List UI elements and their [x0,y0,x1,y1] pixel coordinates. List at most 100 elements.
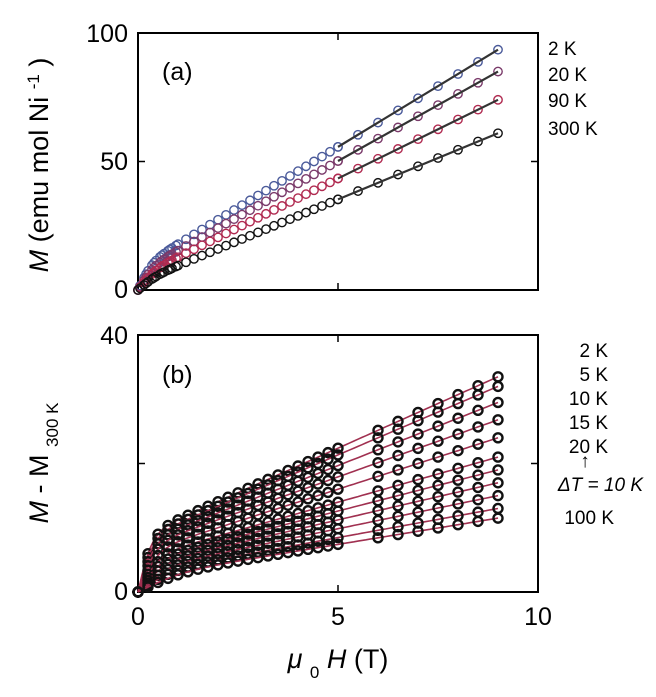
marker-b-9 [292,539,304,551]
marker-b-10 [212,559,224,571]
marker-b-6 [412,484,424,497]
marker-b-5 [252,519,264,531]
marker-90K [269,204,279,215]
marker-90K [433,124,443,135]
marker-b-8 [272,535,284,547]
marker-b-6 [242,528,254,540]
marker-b-1 [202,504,214,517]
marker-90K [301,189,311,200]
marker-90K [317,181,327,192]
marker-b-3 [332,471,344,483]
marker-b-1 [322,453,334,465]
marker-b-6 [172,548,184,560]
marker-b-7 [202,544,214,557]
marker-b-2 [232,499,244,511]
marker-b-4 [322,486,334,499]
marker-b-8 [242,541,254,554]
legend-b-deltaT: ΔT = 10 K [557,475,644,496]
marker-b-10 [292,545,304,557]
marker-b-6 [182,544,194,557]
ylabel-a-main: M [24,249,54,272]
marker-300K [309,204,319,215]
marker-b-3 [372,456,384,469]
marker-b-3 [412,442,424,455]
marker-b-3 [292,485,304,497]
marker-b-6 [252,525,264,538]
marker-b-1 [212,500,224,513]
panel-a: (a) 100 50 0 M (emu mol Ni -1 ) 2 K 20 K… [24,20,598,304]
marker-b-7 [392,500,404,512]
marker-90K [277,201,287,211]
marker-20K [333,156,343,166]
ylabel-a-sup: -1 [24,74,43,89]
ylabel-a-rest: (emu mol Ni [24,97,54,243]
marker-2K [171,240,181,251]
panel-b-series [132,371,504,598]
marker-b-8 [212,548,224,560]
panel-b: (b) 40 0 0 5 10 M - M 300 K μ 0 H (T) 2 … [24,322,644,682]
marker-b-7 [452,486,464,498]
marker-b-6 [492,464,504,476]
marker-2K [221,209,231,220]
ytick-a-0: 0 [114,276,128,304]
marker-b-3 [492,414,504,426]
marker-90K [309,185,319,196]
xlabel-sub: 0 [310,663,319,682]
marker-90K [325,177,335,188]
marker-b-1 [332,449,344,461]
marker-b-3 [452,428,464,440]
marker-20K [269,191,279,202]
marker-90K [473,104,483,115]
marker-90K [493,94,503,105]
marker-b-8 [282,533,294,545]
marker-b-9 [272,542,284,555]
marker-b-7 [272,528,284,540]
ylabel-b-sub: 300 K [43,402,62,447]
marker-20K [293,178,303,189]
marker-20K [245,205,255,216]
marker-b-4 [152,549,164,562]
panel-b-legend: 2 K 5 K 10 K 15 K 20 K ↑ ΔT = 10 K 100 K [557,341,644,529]
marker-20K [453,89,463,99]
marker-b-10 [432,522,444,534]
marker-b-2 [192,515,204,527]
marker-2K [453,69,463,79]
marker-2K [301,161,311,172]
marker-b-9 [282,541,294,553]
marker-b-2 [312,467,324,480]
marker-90K [237,220,247,231]
marker-20K [229,214,239,225]
marker-b-8 [202,550,214,562]
marker-90K [393,144,403,154]
marker-b-8 [252,539,264,552]
marker-b-5 [492,451,504,463]
marker-2K [285,171,295,181]
marker-300K [253,227,263,238]
marker-b-5 [192,536,204,548]
marker-b-0 [322,446,334,459]
marker-20K [393,122,403,133]
marker-b-1 [412,414,424,427]
marker-b-9 [262,544,274,557]
ylabel-b-rest: - M [24,454,54,493]
marker-b-7 [262,530,274,542]
marker-b-9 [302,537,314,549]
marker-90K [229,224,239,235]
marker-b-10 [252,551,264,564]
marker-b-1 [242,487,254,500]
marker-b-7 [412,495,424,508]
marker-300K [453,144,463,155]
marker-b-9 [372,524,384,537]
marker-20K [285,182,295,193]
marker-b-4 [412,457,424,470]
marker-b-7 [472,481,484,494]
marker-b-2 [412,428,424,440]
marker-b-10 [232,555,244,567]
marker-20K [181,241,191,251]
marker-300K [269,220,279,231]
marker-b-3 [182,525,194,537]
marker-300K [133,285,143,295]
marker-b-5 [392,479,404,491]
marker-b-8 [232,543,244,556]
